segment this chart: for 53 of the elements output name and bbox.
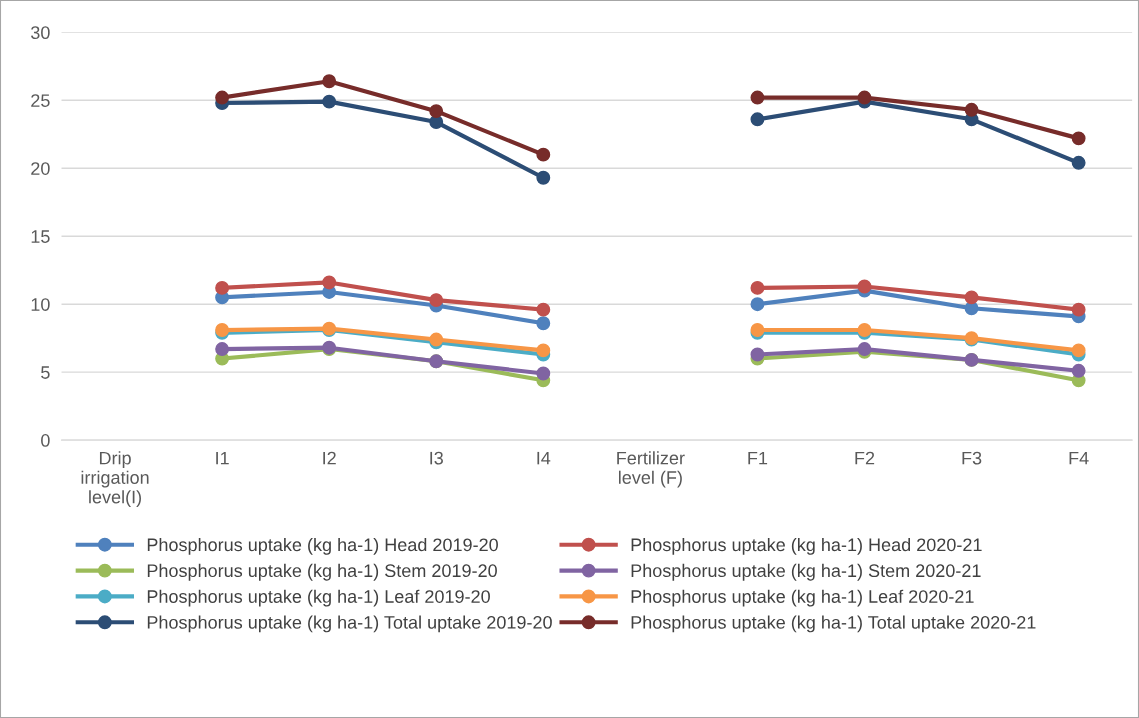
point: [322, 74, 337, 89]
point: [750, 297, 765, 312]
legend-label: Phosphorus uptake (kg ha-1) Head 2020-21: [631, 537, 982, 555]
y-tick-label: 20: [31, 162, 50, 175]
legend-label: Phosphorus uptake (kg ha-1) Leaf 2020-21: [631, 589, 974, 607]
point: [322, 275, 337, 290]
x-tick-label: Fertilizer level (F): [617, 451, 685, 488]
point: [536, 316, 551, 331]
legend-label: Phosphorus uptake (kg ha-1) Stem 2020-21: [631, 563, 981, 581]
x-tick-label: F4: [1069, 451, 1089, 465]
y-tick-label: 0: [41, 434, 50, 447]
point: [1071, 131, 1086, 146]
point: [750, 280, 765, 295]
legend-label: Phosphorus uptake (kg ha-1) Leaf 2019-20: [147, 589, 490, 607]
point: [215, 280, 230, 295]
point: [964, 102, 979, 117]
point: [536, 366, 551, 381]
point: [1071, 302, 1086, 317]
point: [536, 302, 551, 317]
point: [750, 347, 765, 362]
x-tick-label: F3: [962, 451, 982, 465]
legend-label: Phosphorus uptake (kg ha-1) Total uptake 2020-21: [631, 615, 1036, 633]
point: [536, 147, 551, 162]
y-tick-label: 5: [41, 366, 50, 379]
x-tick-label: I2: [323, 451, 336, 465]
x-tick-label: F2: [855, 451, 875, 465]
point: [964, 290, 979, 305]
point: [536, 343, 551, 358]
point: [1071, 155, 1086, 170]
legend-label: Phosphorus uptake (kg ha-1) Total uptake 2019-20: [147, 615, 552, 633]
y-tick-label: 10: [31, 298, 50, 311]
point: [215, 342, 230, 356]
legend-label: Phosphorus uptake (kg ha-1) Stem 2019-20: [147, 563, 497, 581]
y-tick-label: 30: [31, 26, 50, 40]
x-tick-label: I1: [216, 451, 229, 465]
x-tick-label: Drip irrigation level(I): [81, 451, 149, 507]
point: [429, 293, 444, 308]
y-tick-label: 25: [31, 94, 50, 107]
point: [1071, 343, 1086, 358]
point: [536, 170, 551, 185]
point: [857, 279, 872, 294]
point: [857, 90, 872, 105]
point: [429, 104, 444, 119]
point: [322, 94, 337, 109]
y-tick-label: 15: [31, 230, 50, 243]
legend-label: Phosphorus uptake (kg ha-1) Head 2019-20: [147, 537, 498, 555]
x-tick-label: I3: [430, 451, 443, 465]
point: [750, 90, 765, 105]
point: [215, 90, 230, 105]
point: [1071, 363, 1086, 378]
point: [750, 112, 765, 127]
x-tick-label: F1: [748, 451, 768, 465]
x-tick-label: I4: [537, 451, 551, 465]
